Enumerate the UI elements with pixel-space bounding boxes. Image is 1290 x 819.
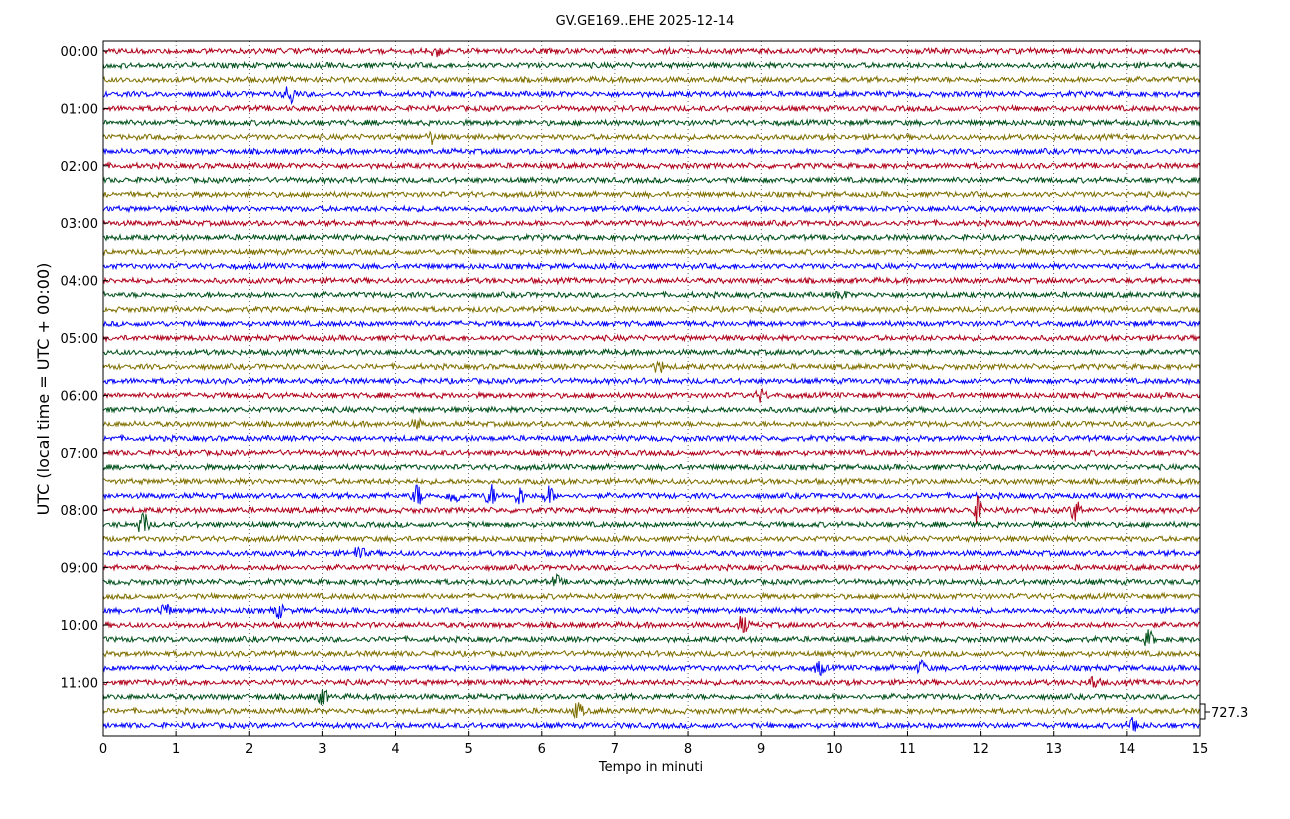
trace-row-35 — [102, 545, 1201, 559]
x-tick-label: 15 — [1192, 742, 1209, 757]
trace-row-6 — [102, 130, 1201, 145]
trace-row-0 — [102, 45, 1201, 58]
trace-row-42 — [102, 649, 1201, 659]
x-tick-label: 2 — [245, 742, 253, 757]
trace-row-38 — [102, 591, 1201, 601]
y-tick-label: 05:00 — [61, 332, 98, 347]
x-tick-label: 5 — [465, 742, 473, 757]
trace-row-20 — [102, 333, 1201, 343]
trace-row-37 — [102, 573, 1201, 587]
trace-row-45 — [102, 689, 1201, 705]
y-tick-label: 08:00 — [61, 504, 98, 519]
x-tick-label: 8 — [684, 742, 692, 757]
x-tick-label: 10 — [826, 742, 843, 757]
trace-row-23 — [102, 376, 1201, 386]
trace-row-36 — [102, 562, 1201, 573]
x-tick-label: 13 — [1045, 742, 1062, 757]
y-tick-label: 00:00 — [61, 45, 98, 60]
trace-row-15 — [102, 261, 1201, 271]
amplitude-scale-bar: 727.3 — [1200, 703, 1248, 721]
trace-row-22 — [102, 360, 1201, 373]
trace-row-31 — [102, 484, 1201, 505]
y-tick-label: 02:00 — [61, 160, 98, 175]
trace-row-27 — [102, 433, 1201, 444]
trace-row-4 — [102, 103, 1201, 114]
scale-label: 727.3 — [1211, 706, 1248, 721]
scale-bracket — [1200, 703, 1210, 720]
trace-row-16 — [102, 275, 1201, 286]
x-axis-ticks: 0 1 2 3 4 5 6 7 8 9 10 11 12 13 14 15 — [99, 731, 1208, 757]
x-tick-label: 0 — [99, 742, 107, 757]
y-tick-label: 04:00 — [61, 275, 98, 290]
chart-title: GV.GE169..EHE 2025-12-14 — [556, 14, 735, 29]
x-tick-label: 9 — [757, 742, 765, 757]
trace-row-10 — [102, 189, 1201, 200]
trace-row-25 — [102, 405, 1201, 415]
y-axis-label: UTC (local time = UTC + 00:00) — [34, 263, 53, 516]
trace-row-26 — [102, 416, 1201, 430]
y-tick-label: 01:00 — [61, 102, 98, 117]
y-tick-label: 10:00 — [61, 619, 98, 634]
seismic-traces — [102, 45, 1201, 732]
trace-row-46 — [102, 702, 1201, 720]
y-axis-ticks: 00:00 01:00 02:00 03:00 04:00 05:00 06:00 07:00… — [61, 45, 108, 691]
trace-row-40 — [102, 616, 1201, 633]
grid-lines — [175, 41, 1128, 736]
y-tick-label: 11:00 — [61, 676, 98, 691]
x-tick-label: 12 — [972, 742, 989, 757]
x-tick-label: 6 — [538, 742, 546, 757]
trace-row-14 — [102, 247, 1201, 257]
trace-row-13 — [102, 232, 1201, 243]
x-tick-label: 7 — [611, 742, 619, 757]
trace-row-3 — [102, 86, 1201, 106]
trace-row-24 — [102, 387, 1201, 403]
trace-row-21 — [102, 347, 1201, 358]
x-tick-label: 11 — [899, 742, 916, 757]
x-tick-label: 14 — [1119, 742, 1136, 757]
y-tick-label: 07:00 — [61, 447, 98, 462]
y-tick-label: 09:00 — [61, 562, 98, 577]
trace-row-41 — [102, 629, 1201, 647]
trace-row-9 — [102, 175, 1201, 185]
trace-row-7 — [102, 146, 1201, 157]
trace-row-47 — [102, 716, 1201, 732]
y-tick-label: 06:00 — [61, 389, 98, 404]
x-axis-label: Tempo in minuti — [598, 760, 703, 775]
trace-row-29 — [102, 462, 1201, 472]
trace-row-17 — [102, 290, 1201, 301]
trace-row-19 — [102, 318, 1201, 329]
x-tick-label: 1 — [172, 742, 180, 757]
trace-row-12 — [102, 218, 1201, 228]
plot-frame — [102, 40, 1201, 737]
trace-row-30 — [102, 476, 1201, 487]
trace-row-11 — [102, 204, 1201, 214]
trace-row-33 — [102, 511, 1201, 532]
trace-row-5 — [102, 117, 1201, 128]
trace-row-2 — [102, 74, 1201, 85]
y-tick-label: 03:00 — [61, 217, 98, 232]
trace-row-44 — [102, 675, 1201, 689]
trace-row-34 — [102, 534, 1201, 544]
trace-row-18 — [102, 304, 1201, 315]
trace-row-32 — [102, 494, 1200, 525]
x-tick-label: 3 — [318, 742, 326, 757]
trace-row-28 — [102, 448, 1201, 458]
trace-row-43 — [102, 659, 1201, 677]
x-tick-label: 4 — [391, 742, 399, 757]
trace-row-8 — [102, 161, 1201, 171]
trace-row-39 — [102, 603, 1201, 620]
trace-row-1 — [102, 60, 1201, 71]
